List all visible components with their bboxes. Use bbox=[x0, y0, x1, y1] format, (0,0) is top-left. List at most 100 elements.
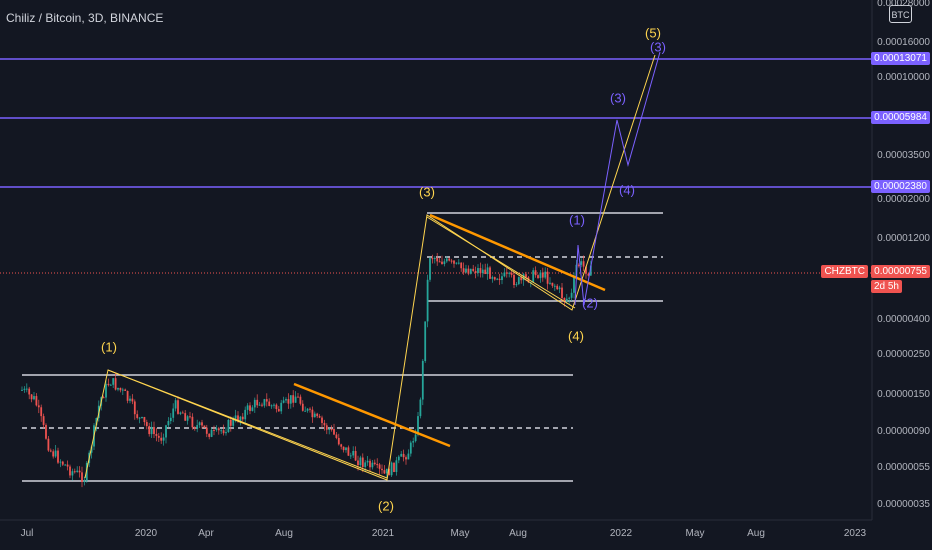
candle-body bbox=[352, 450, 355, 456]
candle-body bbox=[438, 261, 441, 263]
candle-body bbox=[177, 400, 179, 414]
candle-body bbox=[412, 441, 415, 443]
candle-body bbox=[225, 432, 227, 434]
candle-body bbox=[304, 410, 307, 412]
candle-body bbox=[174, 400, 177, 409]
candle-body bbox=[525, 274, 527, 278]
wave-channel-line bbox=[107, 369, 388, 479]
candle-body bbox=[213, 429, 215, 431]
candle-body bbox=[76, 470, 79, 472]
candle-body bbox=[325, 425, 328, 430]
candle-body bbox=[381, 468, 383, 471]
candle-body bbox=[359, 457, 362, 466]
candle-body bbox=[465, 268, 467, 273]
candle-body bbox=[64, 464, 67, 466]
candle-body bbox=[513, 274, 515, 286]
candle-body bbox=[265, 399, 268, 402]
candle-body bbox=[210, 429, 213, 437]
candle-body bbox=[450, 260, 453, 262]
wave-channel-line bbox=[426, 216, 576, 309]
candle-body bbox=[462, 268, 465, 273]
candle-body bbox=[208, 433, 211, 437]
candle-body bbox=[388, 468, 391, 476]
candle-body bbox=[345, 447, 347, 451]
wave-label: (2) bbox=[378, 498, 394, 514]
candle-body bbox=[390, 462, 393, 476]
candle-body bbox=[52, 451, 55, 457]
candle-body bbox=[366, 460, 369, 463]
level-price-tag: 0.00013071 bbox=[871, 52, 930, 65]
currency-button[interactable]: BTC bbox=[889, 5, 912, 23]
candle-body bbox=[244, 409, 247, 420]
candle-body bbox=[73, 471, 76, 473]
x-tick-label: Aug bbox=[747, 528, 765, 539]
x-tick-label: May bbox=[450, 528, 470, 539]
symbol-tag: CHZBTC bbox=[821, 265, 868, 278]
candle-body bbox=[47, 438, 50, 451]
candle-body bbox=[568, 297, 571, 299]
candle-body bbox=[551, 282, 554, 286]
candle-body bbox=[347, 447, 350, 456]
candle-body bbox=[429, 258, 431, 280]
candle-body bbox=[119, 387, 122, 391]
candle-body bbox=[565, 298, 568, 302]
trendline bbox=[293, 382, 451, 448]
candle-body bbox=[508, 272, 511, 274]
candle-body bbox=[145, 422, 148, 427]
candle-body bbox=[282, 400, 285, 403]
candle-body bbox=[237, 415, 239, 422]
candle-body bbox=[239, 416, 242, 422]
candle-body bbox=[580, 261, 583, 265]
candle-body bbox=[249, 405, 251, 411]
y-tick-label: 0.00000090 bbox=[877, 426, 930, 437]
candle-body bbox=[121, 389, 124, 391]
wave-path-yellow bbox=[84, 54, 656, 481]
candle-body bbox=[573, 276, 575, 293]
x-tick-label: May bbox=[685, 528, 705, 539]
candle-body bbox=[383, 470, 386, 474]
candle-body bbox=[405, 457, 407, 460]
candle-body bbox=[349, 455, 352, 457]
candle-body bbox=[376, 464, 379, 466]
candle-body bbox=[232, 418, 235, 426]
candle-body bbox=[397, 456, 400, 461]
candle-body bbox=[81, 472, 83, 483]
wave-path-purple bbox=[574, 51, 661, 306]
candle-body bbox=[299, 396, 302, 404]
x-tick-label: 2021 bbox=[371, 528, 395, 539]
candle-body bbox=[489, 267, 491, 279]
candle-body bbox=[172, 408, 175, 418]
y-tick-label: 0.00000055 bbox=[877, 462, 930, 473]
candle-body bbox=[141, 416, 143, 418]
candle-body bbox=[474, 270, 477, 274]
wave-label: (3) bbox=[419, 184, 435, 200]
x-tick-label: 2020 bbox=[134, 528, 158, 539]
candle-body bbox=[102, 397, 105, 399]
candle-body bbox=[143, 416, 146, 423]
candle-body bbox=[515, 284, 518, 286]
candle-body bbox=[546, 271, 549, 284]
candle-body bbox=[445, 258, 448, 262]
candle-body bbox=[126, 390, 129, 401]
chart-title: Chiliz / Bitcoin, 3D, BINANCE bbox=[6, 11, 164, 25]
candle-body bbox=[467, 268, 470, 274]
x-tick-label: Apr bbox=[198, 528, 214, 539]
wave-label: (5) bbox=[645, 25, 661, 41]
candle-body bbox=[253, 399, 256, 408]
candle-body bbox=[510, 272, 513, 275]
candle-body bbox=[45, 424, 47, 439]
candle-body bbox=[441, 261, 443, 265]
candle-body bbox=[258, 404, 261, 406]
candle-body bbox=[169, 417, 172, 422]
y-tick-label: 0.00000250 bbox=[877, 349, 930, 360]
candle-body bbox=[407, 453, 410, 460]
candle-body bbox=[301, 403, 304, 411]
candle-body bbox=[577, 264, 580, 266]
wave-label: (1) bbox=[101, 339, 117, 355]
candle-body bbox=[287, 399, 290, 404]
candle-body bbox=[23, 388, 26, 390]
candle-body bbox=[369, 460, 371, 468]
candle-body bbox=[256, 399, 259, 406]
candle-body bbox=[275, 404, 278, 410]
